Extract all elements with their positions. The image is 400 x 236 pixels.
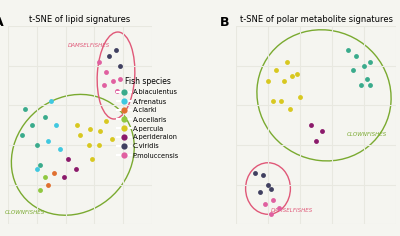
Legend: A.biaculentus, A.frenatus, A.clarki, A.ocellaris, A.percula, A.perideraion, C.vi: A.biaculentus, A.frenatus, A.clarki, A.o… bbox=[115, 76, 181, 160]
Title: t-SNE of polar metabolite signatures: t-SNE of polar metabolite signatures bbox=[240, 15, 392, 24]
Text: B: B bbox=[220, 16, 230, 29]
Text: CLOWNFISHES: CLOWNFISHES bbox=[347, 132, 387, 138]
Title: t-SNE of lipid signatures: t-SNE of lipid signatures bbox=[29, 15, 131, 24]
Text: DAMSELFISHES: DAMSELFISHES bbox=[271, 208, 313, 213]
Text: CLOWNFISHES: CLOWNFISHES bbox=[5, 210, 46, 215]
Text: A: A bbox=[0, 16, 3, 29]
Text: DAMSELFISHES: DAMSELFISHES bbox=[68, 43, 110, 48]
